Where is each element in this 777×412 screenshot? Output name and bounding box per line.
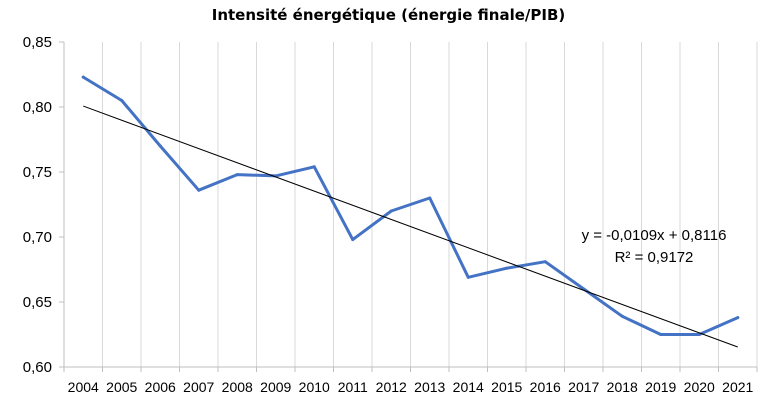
data-point	[659, 333, 663, 336]
data-point	[81, 75, 85, 79]
x-tick-label: 2019	[645, 379, 676, 395]
y-tick-label: 0,70	[23, 229, 52, 246]
data-point	[389, 209, 393, 213]
x-tick-label: 2011	[338, 379, 368, 395]
y-tick-label: 0,75	[23, 164, 52, 181]
data-point	[197, 188, 201, 192]
x-tick-label: 2008	[222, 379, 253, 395]
x-tick-label: 2006	[145, 379, 176, 395]
trendline-r2: R² = 0,9172	[615, 249, 694, 266]
data-point	[466, 275, 470, 279]
data-point	[235, 173, 239, 177]
trendline-equation: y = -0,0109x + 0,8116	[582, 227, 727, 244]
x-tick-label: 2010	[299, 379, 330, 395]
x-tick-label: 2020	[684, 379, 715, 395]
y-tick-label: 0,85	[23, 34, 52, 51]
x-tick-label: 2015	[491, 379, 522, 395]
trendline	[83, 105, 738, 348]
data-point	[428, 196, 432, 200]
x-tick-label: 2021	[722, 379, 753, 395]
x-tick-label: 2016	[530, 379, 561, 395]
x-tick-label: 2013	[414, 379, 445, 395]
y-tick-label: 0,60	[23, 359, 52, 376]
y-tick-label: 0,65	[23, 294, 52, 311]
data-point	[312, 165, 316, 169]
data-point	[620, 314, 624, 318]
data-series-line	[81, 75, 740, 336]
data-point	[120, 99, 124, 102]
data-point	[351, 238, 355, 242]
x-tick-label: 2014	[453, 379, 484, 395]
x-tick-label: 2012	[376, 379, 407, 395]
x-tick-label: 2005	[106, 379, 137, 395]
x-tick-label: 2009	[260, 379, 291, 395]
data-point	[736, 316, 740, 320]
data-point	[697, 333, 701, 336]
data-point	[543, 260, 547, 264]
y-tick-label: 0,80	[23, 99, 52, 116]
x-tick-label: 2004	[68, 379, 99, 395]
x-tick-label: 2007	[183, 379, 214, 395]
x-tick-label: 2018	[607, 379, 638, 395]
x-tick-label: 2017	[568, 379, 599, 395]
chart-title: Intensité énergétique (énergie finale/PI…	[211, 6, 566, 24]
data-point	[505, 266, 509, 270]
data-point	[158, 144, 162, 148]
